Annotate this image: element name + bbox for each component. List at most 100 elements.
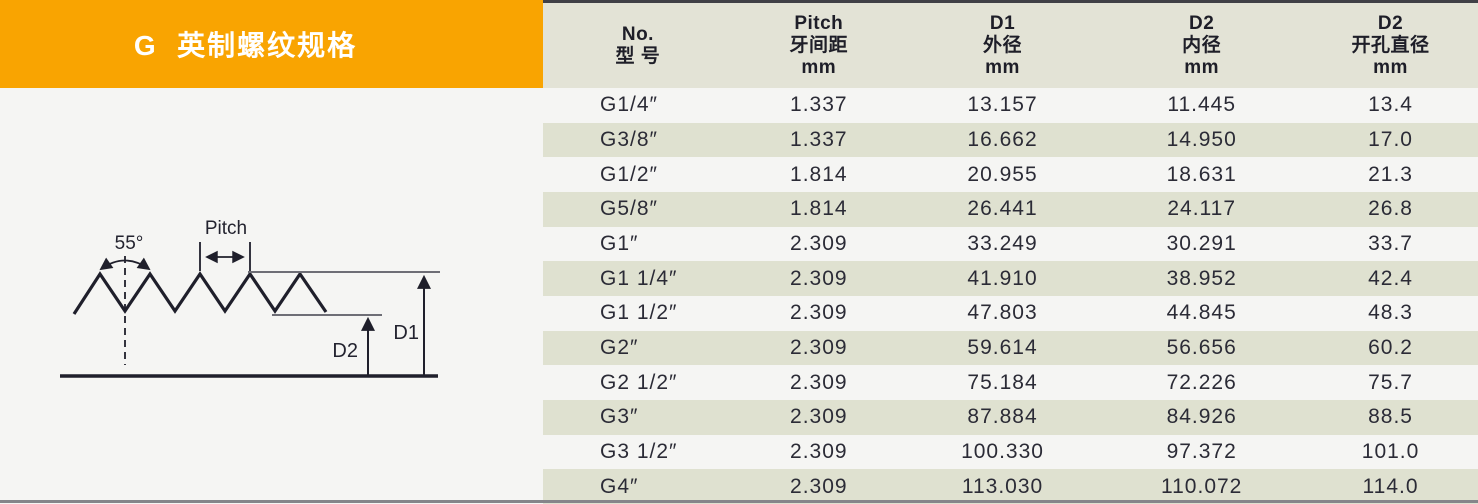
column-header-pitch: Pitch 牙间距 mm xyxy=(733,3,905,88)
cell-d2: 18.631 xyxy=(1166,162,1237,186)
cell-model: G5/8″ xyxy=(600,197,658,221)
cell-pitch: 2.309 xyxy=(790,232,848,256)
cell-model: G1/4″ xyxy=(600,93,658,117)
cell-d1: 59.614 xyxy=(967,336,1038,360)
table-row: G1 1/4″ 2.309 41.910 38.952 42.4 xyxy=(543,261,1478,297)
cell-pitch: 2.309 xyxy=(790,266,848,290)
cell-d1: 20.955 xyxy=(967,162,1038,186)
header-line: mm xyxy=(1184,56,1220,78)
angle-arc-arrow xyxy=(99,257,151,271)
cell-pitch: 2.309 xyxy=(790,301,848,325)
cell-model: G3 1/2″ xyxy=(600,440,678,464)
header-line: Pitch xyxy=(794,12,844,34)
cell-d2: 72.226 xyxy=(1166,370,1237,394)
cell-pitch: 2.309 xyxy=(790,336,848,360)
table-row: G1/2″ 1.814 20.955 18.631 21.3 xyxy=(543,157,1478,192)
cell-d2-hole: 101.0 xyxy=(1361,440,1420,464)
table-row: G3 1/2″ 2.309 100.330 97.372 101.0 xyxy=(543,435,1478,470)
cell-d2: 38.952 xyxy=(1166,266,1237,290)
cell-d2: 14.950 xyxy=(1166,128,1237,151)
cell-pitch: 1.337 xyxy=(790,93,848,117)
column-header-no: No. 型 号 xyxy=(543,3,733,88)
cell-model: G2 1/2″ xyxy=(600,370,678,394)
header-line: 牙间距 xyxy=(789,34,849,56)
cell-pitch: 2.309 xyxy=(790,405,848,429)
cell-d2: 97.372 xyxy=(1166,440,1237,464)
cell-d2: 84.926 xyxy=(1166,405,1237,429)
header-line: No. xyxy=(621,23,654,45)
left-panel: G 英制螺纹规格 55° Pitch xyxy=(0,0,543,504)
bottom-divider xyxy=(0,500,1478,503)
cell-d2-hole: 75.7 xyxy=(1368,370,1413,394)
cell-d2-hole: 42.4 xyxy=(1368,266,1413,290)
section-banner: G 英制螺纹规格 xyxy=(0,0,543,88)
cell-model: G3″ xyxy=(600,405,639,429)
header-line: mm xyxy=(985,56,1020,78)
header-line: mm xyxy=(801,56,837,78)
cell-d1: 13.157 xyxy=(967,93,1038,117)
table-row: G4″ 2.309 113.030 110.072 114.0 xyxy=(543,469,1478,504)
cell-d2: 30.291 xyxy=(1166,232,1237,256)
pitch-label: Pitch xyxy=(205,218,247,239)
table-row: G3/8″ 1.337 16.662 14.950 17.0 xyxy=(543,122,1478,158)
table-row: G1″ 2.309 33.249 30.291 33.7 xyxy=(543,227,1478,262)
cell-model: G2″ xyxy=(600,336,639,360)
section-title: G 英制螺纹规格 xyxy=(133,30,358,61)
cell-pitch: 1.337 xyxy=(790,128,848,151)
cell-d2: 11.445 xyxy=(1167,93,1237,117)
cell-d1: 16.662 xyxy=(967,128,1038,151)
table-row: G2″ 2.309 59.614 56.656 60.2 xyxy=(543,330,1478,366)
table-row: G3″ 2.309 87.884 84.926 88.5 xyxy=(543,400,1478,435)
cell-pitch: 2.309 xyxy=(790,440,848,464)
cell-pitch: 2.309 xyxy=(790,370,848,394)
table-row: G2 1/2″ 2.309 75.184 72.226 75.7 xyxy=(543,365,1478,400)
table-row: G5/8″ 1.814 26.441 24.117 26.8 xyxy=(543,192,1478,227)
cell-d2-hole: 26.8 xyxy=(1368,197,1413,221)
thread-profile-line xyxy=(72,271,328,315)
cell-pitch: 2.309 xyxy=(790,474,848,498)
header-line: 内径 xyxy=(1182,34,1222,56)
cell-d1: 87.884 xyxy=(967,405,1038,429)
cell-model: G1 1/4″ xyxy=(600,266,678,290)
header-line: 外径 xyxy=(983,34,1023,56)
column-header-d2-hole: D2 开孔直径 mm xyxy=(1303,3,1478,88)
cell-d2: 44.845 xyxy=(1166,301,1237,325)
table-row: G1/4″ 1.337 13.157 11.445 13.4 xyxy=(543,88,1478,123)
cell-d2: 56.656 xyxy=(1166,336,1237,360)
cell-d1: 33.249 xyxy=(967,232,1038,256)
cell-d1: 26.441 xyxy=(967,197,1038,221)
cell-d2: 24.117 xyxy=(1167,197,1237,221)
cell-d2-hole: 21.3 xyxy=(1368,162,1413,186)
cell-d2-hole: 13.4 xyxy=(1368,93,1413,117)
header-line: mm xyxy=(1373,56,1408,78)
cell-d2-hole: 33.7 xyxy=(1368,232,1413,256)
cell-d1: 113.030 xyxy=(961,474,1044,498)
header-line: 型 号 xyxy=(615,45,661,67)
cell-d2-hole: 17.0 xyxy=(1368,128,1413,151)
cell-d1: 47.803 xyxy=(967,301,1038,325)
header-line: D1 xyxy=(989,12,1016,34)
cell-model: G1 1/2″ xyxy=(600,301,678,325)
cell-d1: 41.910 xyxy=(967,266,1038,290)
cell-d2-hole: 88.5 xyxy=(1368,405,1413,429)
cell-model: G4″ xyxy=(600,474,639,498)
cell-pitch: 1.814 xyxy=(790,197,848,221)
header-line: D2 xyxy=(1189,12,1215,34)
d2-label: D2 xyxy=(332,340,358,362)
cell-model: G1″ xyxy=(600,232,639,256)
table-row: G1 1/2″ 2.309 47.803 44.845 48.3 xyxy=(543,296,1478,331)
header-line: 开孔直径 xyxy=(1351,34,1430,56)
column-header-d1: D1 外径 mm xyxy=(905,3,1100,88)
cell-d1: 75.184 xyxy=(967,370,1038,394)
cell-d2-hole: 48.3 xyxy=(1368,301,1413,325)
d1-label: D1 xyxy=(393,322,419,344)
cell-model: G3/8″ xyxy=(600,128,658,151)
cell-pitch: 1.814 xyxy=(790,162,848,186)
table-header-row: No. 型 号 Pitch 牙间距 mm D1 外径 mm D2 内径 mm D… xyxy=(543,3,1478,88)
header-line: D2 xyxy=(1377,12,1404,34)
spec-table: No. 型 号 Pitch 牙间距 mm D1 外径 mm D2 内径 mm D… xyxy=(543,0,1478,504)
cell-d2-hole: 60.2 xyxy=(1368,336,1413,360)
thread-profile-diagram: 55° Pitch D2 D1 xyxy=(60,218,440,378)
table-body: G1/4″ 1.337 13.157 11.445 13.4 G3/8″ 1.3… xyxy=(543,88,1478,504)
